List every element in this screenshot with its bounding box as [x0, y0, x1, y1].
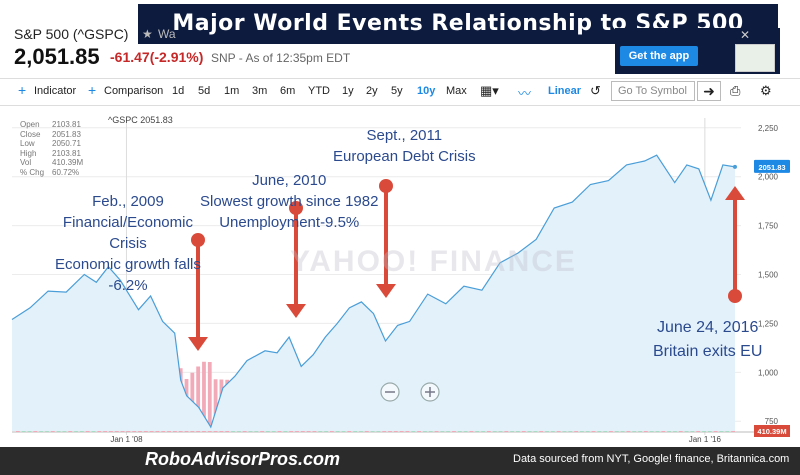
calendar-icon[interactable]: ▦▾: [480, 83, 499, 98]
y-tick-label: 2,250: [758, 124, 779, 133]
range-ytd[interactable]: YTD: [308, 85, 330, 97]
current-price: 2,051.85: [14, 44, 100, 69]
comparison-button[interactable]: Comparison: [104, 85, 164, 97]
footer-brand: RoboAdvisorPros.com: [145, 449, 341, 469]
as-of-label: SNP - As of 12:35pm EDT: [211, 51, 351, 65]
y-tick-label: 750: [765, 417, 779, 426]
scale-toggle[interactable]: Linear: [548, 85, 582, 97]
x-axis-ticks: Jan 1 '08 Jan 1 '16: [110, 435, 721, 444]
ohlc-label: Vol: [20, 158, 32, 167]
annotation-debt-crisis: Sept., 2011 European Debt Crisis: [333, 127, 476, 165]
range-10y[interactable]: 10y: [417, 85, 436, 97]
ohlc-value: 2103.81: [52, 148, 81, 158]
arrowhead: [725, 186, 745, 200]
range-1y[interactable]: 1y: [342, 85, 354, 97]
annotation-arrows: [188, 179, 745, 351]
print-icon[interactable]: ⎙: [730, 83, 741, 98]
go-arrow-icon[interactable]: ➜: [697, 81, 721, 101]
price-line: [11, 154, 736, 429]
ohlc-label: Close: [20, 129, 41, 139]
range-2y[interactable]: 2y: [366, 85, 378, 97]
chart-svg: 750 1,000 1,250 1,500 1,750 2,000 2,250 2051.83…: [11, 118, 790, 444]
annotation-financial-crisis: Feb., 2009 Financial/Economic Crisis Eco…: [55, 193, 201, 294]
last-value-label: 2051.83: [758, 163, 785, 172]
range-3m[interactable]: 3m: [252, 85, 268, 97]
chart-type-icon[interactable]: 〰: [518, 86, 532, 101]
symbol-search-input[interactable]: Go To Symbol: [611, 81, 695, 101]
volume-badge: [754, 425, 790, 437]
volume-bar: [202, 361, 206, 432]
ohlc-value: 410.39M: [52, 158, 84, 167]
ohlc-panel: Open 2103.81 Close 2051.83 Low 2050.71 High…: [20, 120, 83, 177]
y-tick-label: 1,750: [758, 222, 779, 231]
ohlc-label: High: [20, 148, 37, 158]
volume-label: 410.39M: [757, 427, 786, 436]
arrow-2009: [188, 233, 208, 351]
star-icon[interactable]: ★: [142, 27, 153, 41]
ohlc-label: Open: [20, 120, 40, 129]
indicator-button[interactable]: Indicator: [34, 85, 77, 97]
arrow-2016: [725, 186, 745, 303]
range-5d[interactable]: 5d: [198, 85, 211, 97]
range-1d[interactable]: 1d: [172, 85, 185, 97]
zoom-controls: [380, 382, 440, 402]
close-icon[interactable]: ✕: [740, 28, 751, 42]
app-thumbnail: [735, 44, 775, 72]
arrowhead: [376, 284, 396, 298]
y-tick-label: 1,250: [758, 319, 779, 328]
range-max[interactable]: Max: [446, 85, 467, 97]
arrowhead: [286, 304, 306, 318]
x-tick-label: Jan 1 '08: [110, 435, 143, 444]
footer-source: Data sourced from NYT, Google! finance, …: [513, 453, 790, 465]
arrow-2011: [376, 179, 396, 298]
ohlc-value: 60.72%: [52, 167, 80, 177]
price-area: [12, 155, 735, 431]
settings-icon[interactable]: ⚙: [760, 83, 772, 98]
arrow-2010: [286, 201, 306, 318]
y-tick-label: 1,000: [758, 368, 779, 377]
ohlc-value: 2103.81: [52, 120, 81, 129]
y-tick-label: 1,500: [758, 271, 779, 280]
ohlc-value: 2050.71: [52, 139, 81, 148]
annotation-brexit: June 24, 2016 Britain exits EU: [653, 319, 763, 360]
price-change: -61.47(-2.91%): [110, 49, 204, 65]
volume-bar: [207, 362, 212, 432]
last-point: [732, 164, 737, 169]
volume-bar: [213, 379, 218, 432]
reset-icon[interactable]: ↺: [590, 83, 601, 98]
last-value-badge: [754, 159, 790, 173]
watchlist-label[interactable]: Wa: [158, 27, 176, 41]
get-app-button[interactable]: Get the app: [620, 46, 698, 66]
arrowhead: [188, 337, 208, 351]
series-tag: ^GSPC 2051.83: [108, 115, 173, 125]
range-1m[interactable]: 1m: [224, 85, 240, 97]
y-tick-label: 2,000: [758, 173, 779, 182]
x-tick-label: Jan 1 '16: [689, 435, 722, 444]
ticker-name: S&P 500 (^GSPC): [14, 26, 129, 42]
watermark: YAHOO! FINANCE: [290, 245, 577, 278]
annotation-slow-growth: June, 2010 Slowest growth since 1982 Une…: [200, 172, 379, 231]
y-axis-ticks: 750 1,000 1,250 1,500 1,750 2,000 2,250 2051.83…: [754, 124, 790, 437]
footer: [0, 447, 800, 475]
volume-bar: [196, 366, 201, 432]
range-6m[interactable]: 6m: [280, 85, 296, 97]
ohlc-label: Low: [20, 139, 35, 148]
range-5y[interactable]: 5y: [391, 85, 403, 97]
ohlc-value: 2051.83: [52, 129, 81, 139]
chart-toolbar: + Indicator + Comparison 1d 5d 1m 3m 6m …: [0, 78, 800, 106]
ohlc-label: % Chg: [20, 167, 45, 177]
plus-icon[interactable]: +: [88, 82, 97, 98]
plus-icon[interactable]: +: [18, 82, 27, 98]
